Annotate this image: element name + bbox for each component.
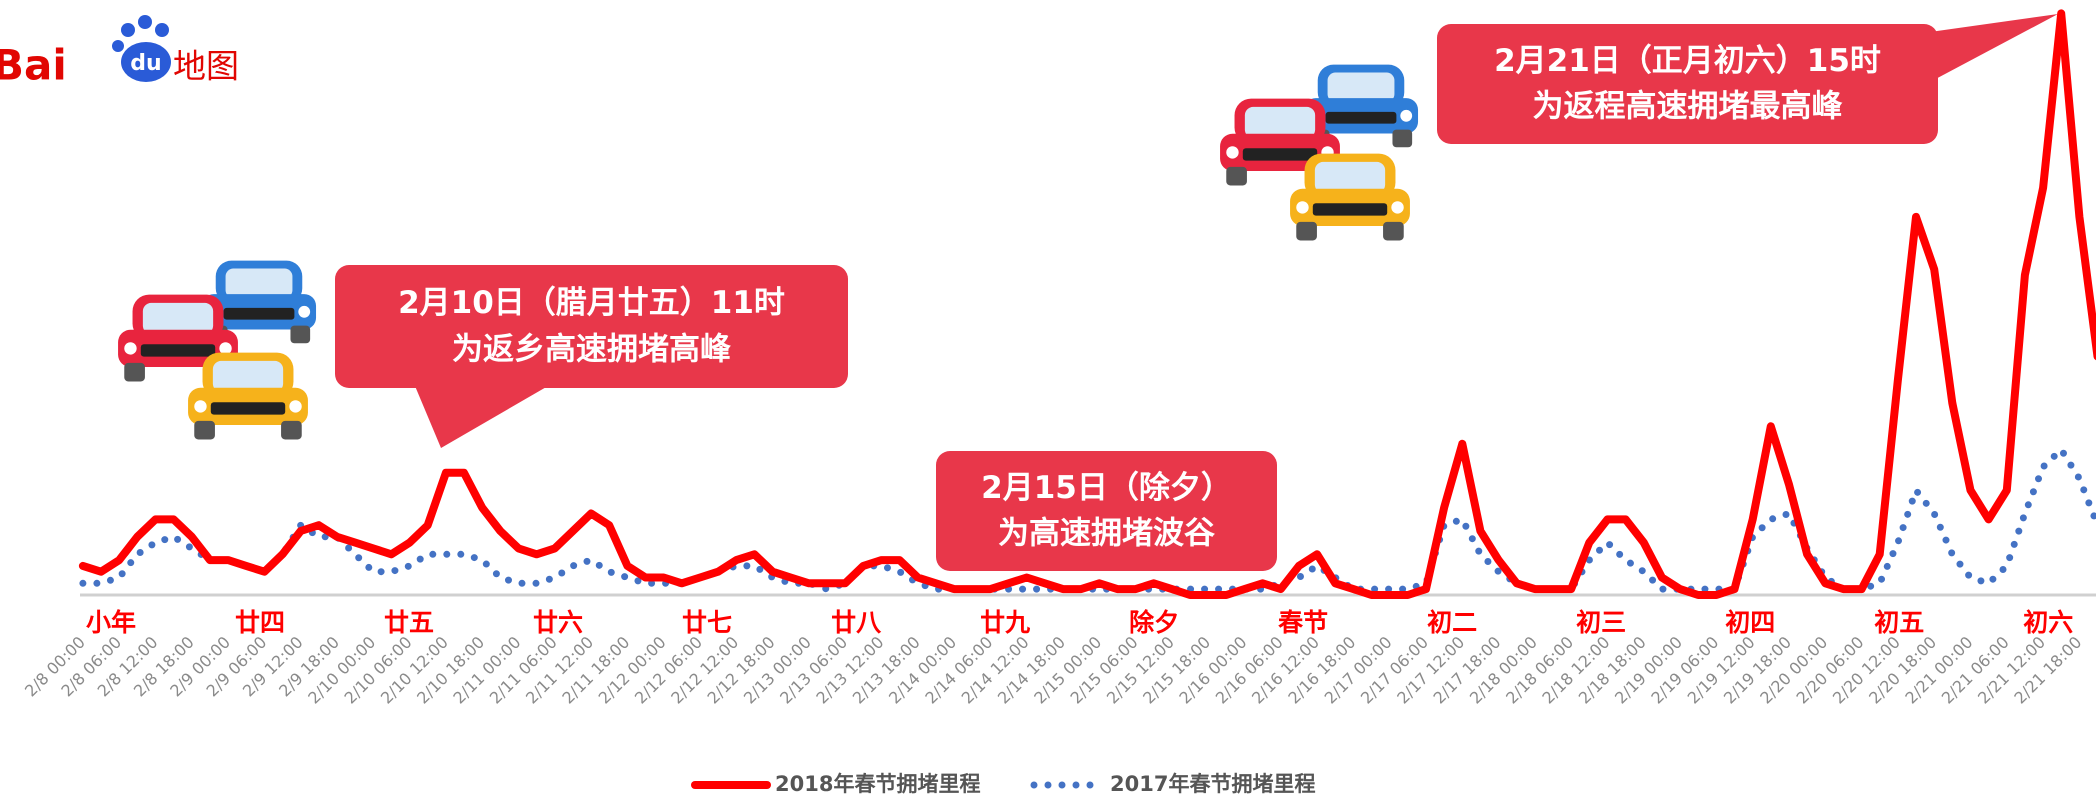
day-label: 廿七: [682, 608, 732, 637]
cars-right: [1220, 65, 1418, 241]
callout-text: 为高速拥堵波谷: [998, 516, 1215, 552]
day-label: 初六: [2023, 608, 2073, 637]
day-label: 廿五: [384, 608, 434, 637]
legend-label: 2017年春节拥堵里程: [1110, 772, 1315, 795]
cars-left: [118, 261, 316, 440]
callout-tail: [415, 386, 548, 448]
day-label: 初二: [1427, 608, 1477, 637]
callout-text: 为返程高速拥堵最高峰: [1533, 89, 1843, 125]
callout-text: 2月21日（正月初六）15时: [1494, 43, 1881, 79]
callout-tail: [1930, 14, 2058, 82]
day-label: 初四: [1725, 608, 1775, 637]
callout-text: 2月15日（除夕）: [981, 470, 1232, 506]
logo-badge: du: [130, 51, 161, 76]
day-label: 春节: [1278, 608, 1328, 637]
callout-text: 为返乡高速拥堵高峰: [452, 332, 731, 368]
day-label: 廿四: [235, 608, 285, 637]
logo-product: 地图: [173, 47, 239, 86]
day-label: 廿六: [533, 608, 583, 637]
day-label: 廿九: [980, 608, 1030, 637]
legend-label: 2018年春节拥堵里程: [775, 772, 980, 795]
day-label: 廿八: [831, 608, 882, 637]
callout-text: 2月10日（腊月廿五）11时: [398, 285, 785, 321]
callout-box: [335, 265, 848, 388]
logo-brand: Bai: [0, 41, 67, 90]
day-label: 小年: [86, 608, 136, 637]
day-label: 初三: [1576, 608, 1626, 637]
callout: 2月15日（除夕） 为高速拥堵波谷: [936, 451, 1277, 571]
chart: Bai du 地图 2/8 00:002/8 06:002/8 12:002/8…: [0, 0, 2096, 795]
page: Bai du 地图 2/8 00:002/8 06:002/8 12:002/8…: [0, 0, 2096, 795]
logo: Bai du 地图: [0, 15, 239, 90]
day-label: 除夕: [1129, 608, 1179, 637]
day-label: 初五: [1874, 608, 1924, 637]
